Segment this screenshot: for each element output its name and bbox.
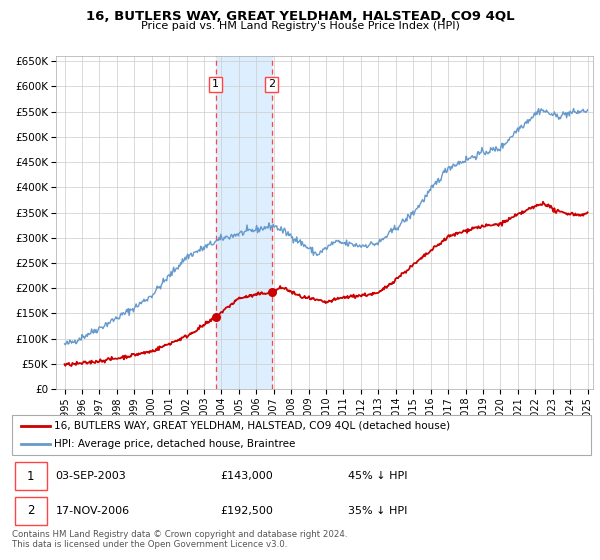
Text: 03-SEP-2003: 03-SEP-2003 <box>55 471 126 481</box>
Text: This data is licensed under the Open Government Licence v3.0.: This data is licensed under the Open Gov… <box>12 540 287 549</box>
FancyBboxPatch shape <box>15 497 47 525</box>
Text: HPI: Average price, detached house, Braintree: HPI: Average price, detached house, Brai… <box>54 439 296 449</box>
FancyBboxPatch shape <box>15 463 47 489</box>
Text: 2: 2 <box>268 80 275 90</box>
Text: 1: 1 <box>27 469 35 483</box>
Text: Price paid vs. HM Land Registry's House Price Index (HPI): Price paid vs. HM Land Registry's House … <box>140 21 460 31</box>
Bar <box>215 56 272 389</box>
Text: £192,500: £192,500 <box>220 506 274 516</box>
Text: 2: 2 <box>27 505 35 517</box>
FancyBboxPatch shape <box>12 415 591 455</box>
Text: 45% ↓ HPI: 45% ↓ HPI <box>348 471 407 481</box>
Text: Contains HM Land Registry data © Crown copyright and database right 2024.: Contains HM Land Registry data © Crown c… <box>12 530 347 539</box>
Text: 16, BUTLERS WAY, GREAT YELDHAM, HALSTEAD, CO9 4QL: 16, BUTLERS WAY, GREAT YELDHAM, HALSTEAD… <box>86 10 514 23</box>
Text: 1: 1 <box>212 80 219 90</box>
Text: £143,000: £143,000 <box>220 471 273 481</box>
Text: 17-NOV-2006: 17-NOV-2006 <box>55 506 130 516</box>
Text: 35% ↓ HPI: 35% ↓ HPI <box>348 506 407 516</box>
Text: 16, BUTLERS WAY, GREAT YELDHAM, HALSTEAD, CO9 4QL (detached house): 16, BUTLERS WAY, GREAT YELDHAM, HALSTEAD… <box>54 421 451 431</box>
